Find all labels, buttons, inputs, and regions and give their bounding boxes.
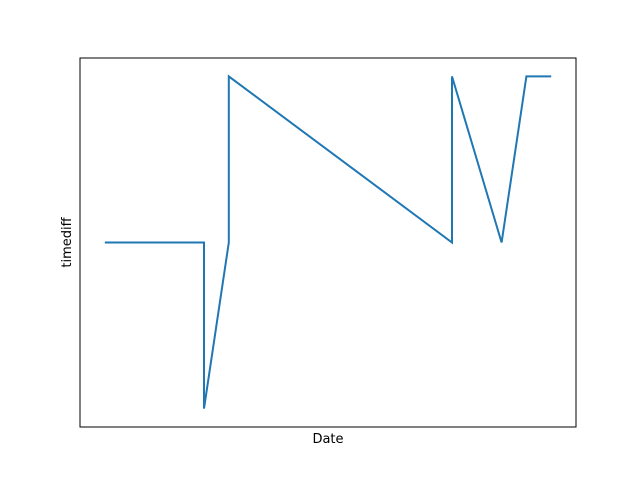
x-axis-label: Date bbox=[312, 432, 343, 447]
y-axis-label: timediff bbox=[60, 216, 75, 267]
series-layer bbox=[104, 74, 552, 409]
plot-frame bbox=[79, 57, 577, 428]
series-line-0 bbox=[104, 74, 552, 409]
